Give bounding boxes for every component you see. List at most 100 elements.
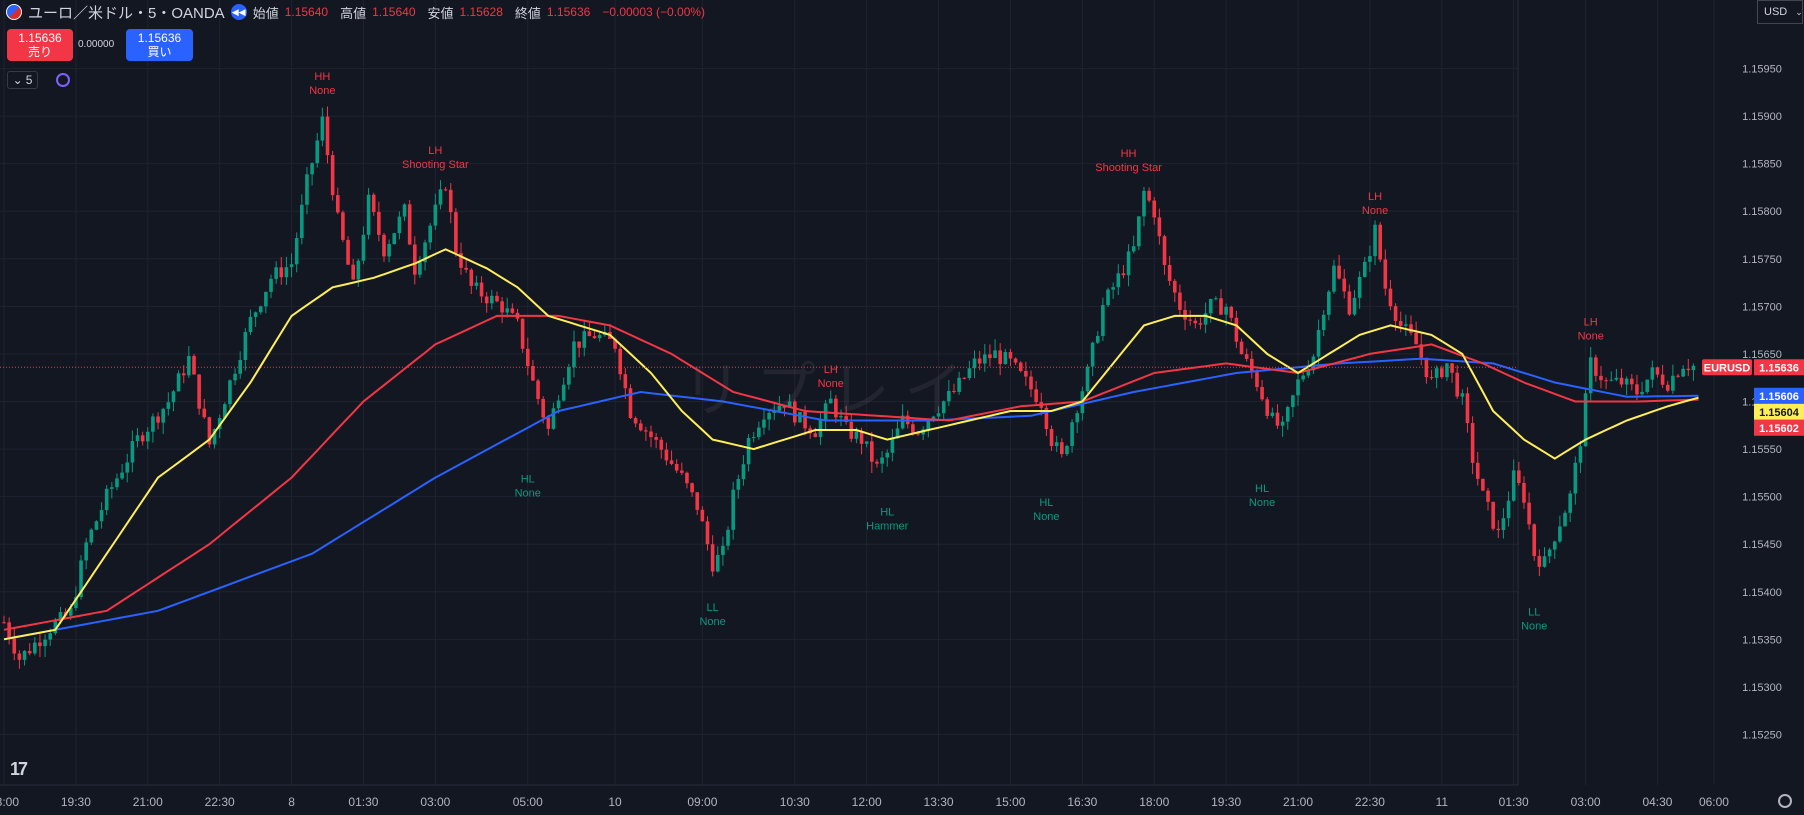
candle-body (464, 267, 468, 270)
y-tick-label: 1.15950 (1742, 64, 1782, 76)
candle-body (885, 452, 890, 458)
pattern-label: None (818, 378, 844, 390)
candle-body (1029, 376, 1033, 390)
candle-body (1208, 298, 1213, 314)
candle-body (22, 650, 27, 660)
candle-body (1424, 357, 1429, 378)
buy-button[interactable]: 1.15636 買い (126, 29, 193, 61)
candle-body (926, 420, 931, 430)
candle-body (1547, 549, 1552, 557)
candle-body (1327, 291, 1331, 315)
candle-body (567, 367, 571, 385)
open-label: 始値 (252, 5, 279, 21)
candle-body (1460, 393, 1465, 397)
candle-body (495, 295, 499, 302)
symbol-title[interactable]: ユーロ／米ドル・5・OANDA (28, 4, 225, 22)
candle-body (7, 622, 11, 639)
candle-body (1152, 200, 1157, 218)
candle-body (674, 464, 679, 471)
candle-body (1573, 462, 1578, 494)
candle-body (279, 267, 284, 278)
candle-body (1234, 317, 1239, 342)
candle-body (541, 398, 545, 418)
candle-body (1517, 470, 1521, 483)
candle-body (1337, 265, 1341, 279)
x-tick-label: 10:30 (780, 795, 810, 809)
candle-body (94, 521, 99, 530)
swing-label: LH (824, 364, 838, 376)
candle-body (1588, 357, 1593, 394)
candle-body (870, 441, 874, 462)
candle-body (1095, 335, 1100, 343)
candle-body (33, 642, 37, 654)
candle-body (197, 374, 201, 409)
candle-body (1563, 512, 1567, 527)
y-tick-label: 1.15800 (1742, 206, 1782, 218)
candle-body (130, 441, 135, 463)
pattern-label: None (699, 616, 725, 628)
indicator-loading-icon[interactable] (56, 73, 70, 87)
candle-body (1054, 442, 1059, 447)
swing-label: HL (1255, 483, 1269, 495)
gear-icon[interactable] (1778, 794, 1792, 808)
candle-body (741, 464, 746, 480)
candle-body (792, 401, 797, 423)
candle-body (777, 405, 782, 411)
replay-rewind-icon[interactable]: ◀◀ (230, 4, 247, 20)
x-tick-label: 22:30 (205, 795, 235, 809)
candle-body (53, 621, 58, 634)
candle-body (633, 418, 638, 424)
candle-body (726, 529, 730, 546)
candle-body (1060, 442, 1064, 455)
candle-body (1388, 288, 1393, 307)
sell-button[interactable]: 1.15636 売り (7, 29, 73, 61)
candle-body (1270, 412, 1275, 416)
candle-body (1219, 298, 1223, 315)
candle-body (823, 403, 828, 420)
candle-body (659, 439, 664, 450)
x-tick-label: 01:30 (1499, 795, 1529, 809)
candle-body (1003, 351, 1008, 365)
candle-body (1106, 289, 1110, 306)
x-tick-label: 22:30 (1355, 795, 1385, 809)
candle-body (258, 306, 263, 313)
candle-body (233, 373, 237, 381)
candle-body (1347, 291, 1352, 315)
candle-body (1214, 298, 1218, 300)
candle-body (181, 373, 186, 376)
candle-body (731, 489, 735, 530)
pattern-label: None (1521, 621, 1547, 633)
x-tick-label: 05:00 (513, 795, 543, 809)
candle-body (407, 204, 412, 245)
candle-body (1429, 377, 1434, 379)
ma-fast-line (3, 248, 1699, 641)
candle-body (223, 404, 227, 419)
candle-body (104, 488, 109, 511)
candle-body (1640, 391, 1644, 395)
candle-body (1599, 375, 1603, 381)
candle-body (1244, 354, 1249, 359)
price-axis-badge-label: 1.15606 (1759, 391, 1799, 403)
candle-body (644, 430, 648, 432)
candle-body (998, 350, 1002, 365)
candle-body (685, 472, 689, 484)
candle-body (1070, 422, 1074, 446)
candle-body (1486, 490, 1490, 502)
price-axis-badge-label: 1.15636 (1759, 362, 1799, 374)
candle-body (1481, 478, 1485, 491)
spread-value: 0.00000 (78, 39, 115, 50)
candle-body (1013, 358, 1018, 363)
high-label: 高値 (340, 5, 367, 21)
interval-toggle[interactable]: ⌄ 5 (7, 71, 38, 89)
candle-body (1239, 341, 1244, 355)
candle-body (597, 335, 602, 339)
candle-body (700, 509, 705, 522)
candle-body (1604, 380, 1608, 382)
candle-body (1629, 378, 1634, 385)
candle-body (469, 269, 474, 286)
candle-body (561, 384, 566, 401)
candle-body (300, 204, 304, 239)
currency-selector[interactable]: USD ⌄ (1757, 0, 1803, 24)
candle-body (1404, 324, 1408, 326)
